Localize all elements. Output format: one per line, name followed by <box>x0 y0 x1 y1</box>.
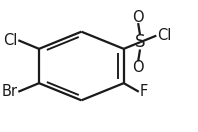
Text: S: S <box>135 33 145 51</box>
Text: Cl: Cl <box>157 28 172 43</box>
Text: Br: Br <box>1 84 17 99</box>
Text: O: O <box>132 60 144 75</box>
Text: Cl: Cl <box>3 33 17 48</box>
Text: O: O <box>132 10 144 25</box>
Text: F: F <box>140 84 148 99</box>
